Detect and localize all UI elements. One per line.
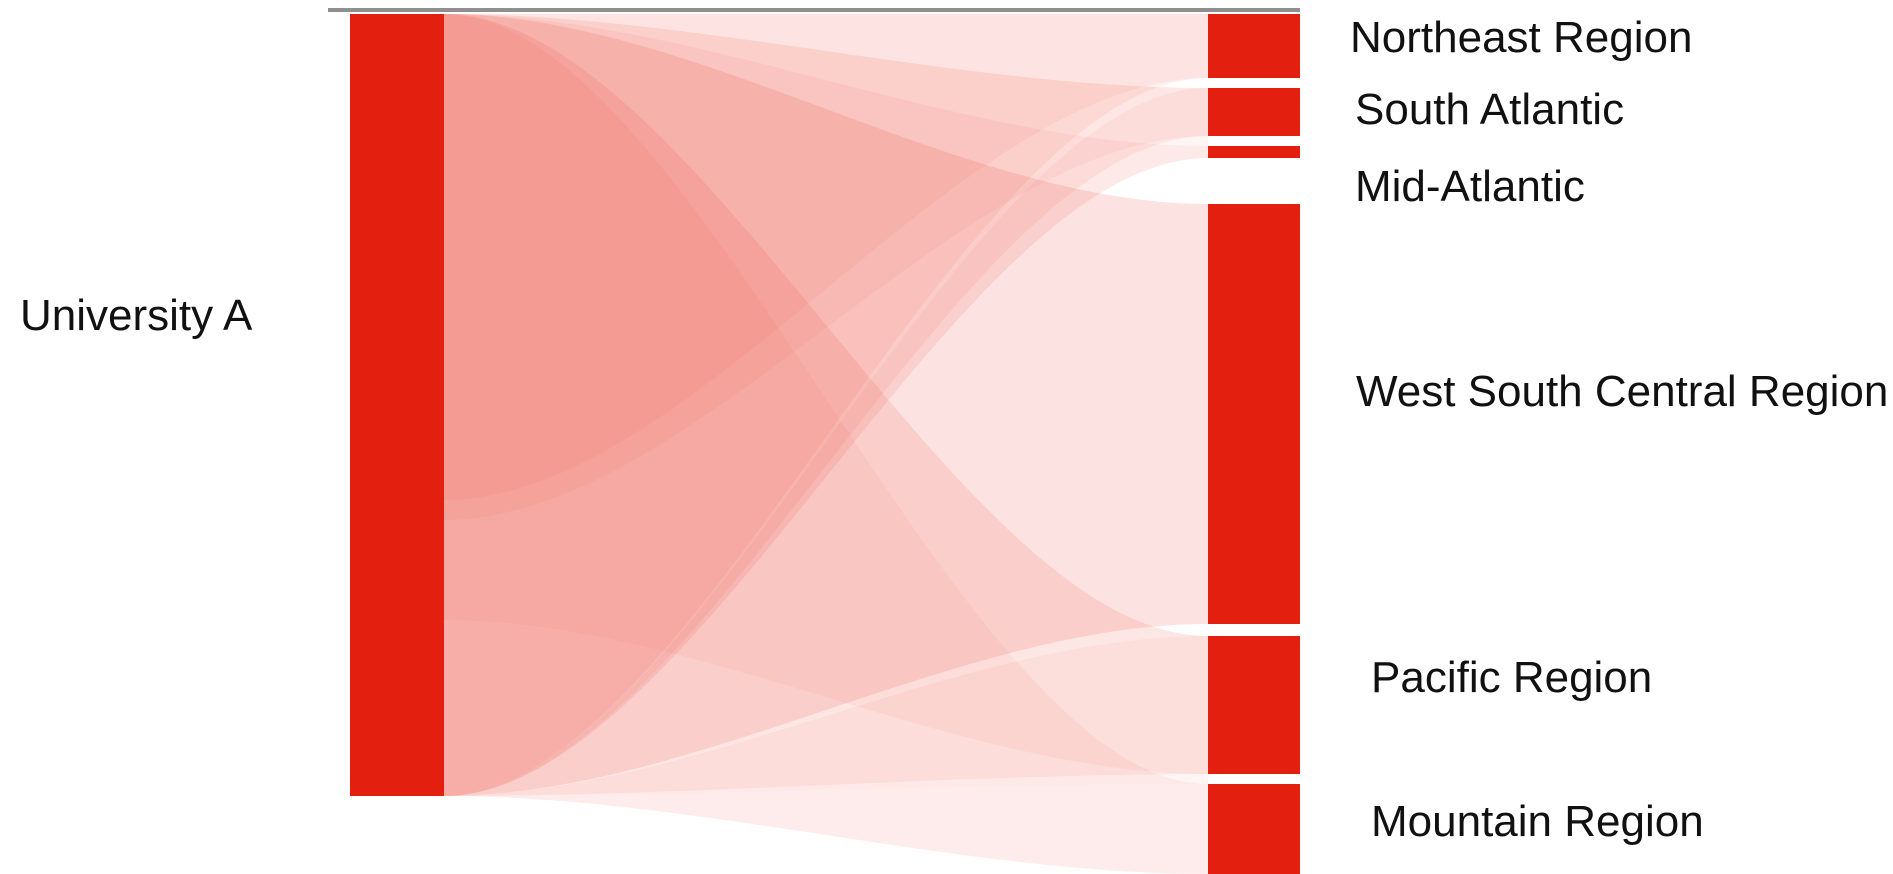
flow-9 <box>444 14 1208 774</box>
target-node-south-atlantic <box>1208 88 1300 136</box>
flow-13 <box>444 784 1208 874</box>
flow-group <box>444 14 1208 874</box>
source-node-university-a <box>350 14 444 796</box>
flow-3 <box>444 14 1208 796</box>
flow-4 <box>444 14 1208 796</box>
flow-7 <box>444 14 1208 500</box>
target-label-pacific-region: Pacific Region <box>1371 653 1652 702</box>
target-label-group: Northeast Region South Atlantic Mid-Atlant… <box>1350 13 1888 846</box>
source-label: University A <box>20 291 253 340</box>
target-label-mid-atlantic: Mid-Atlantic <box>1355 162 1585 211</box>
flow-5 <box>444 14 1208 796</box>
target-label-mountain-region: Mountain Region <box>1371 797 1704 846</box>
target-label-west-south-central-region: West South Central Region <box>1356 367 1888 416</box>
flow-12 <box>444 636 1208 796</box>
flow-2 <box>444 14 1208 796</box>
target-node-mountain-region <box>1208 784 1300 874</box>
target-node-pacific-region <box>1208 636 1300 774</box>
flow-11 <box>444 88 1208 796</box>
target-node-west-south-central-region <box>1208 204 1300 624</box>
flow-10 <box>444 14 1208 796</box>
target-node-northeast-region <box>1208 14 1300 78</box>
flow-6 <box>444 14 1208 874</box>
target-node-mid-atlantic <box>1208 146 1300 158</box>
flow-8 <box>444 14 1208 520</box>
flow-1 <box>444 14 1208 796</box>
target-node-group <box>1208 14 1300 874</box>
target-label-northeast-region: Northeast Region <box>1350 13 1692 62</box>
target-label-south-atlantic: South Atlantic <box>1355 85 1624 134</box>
